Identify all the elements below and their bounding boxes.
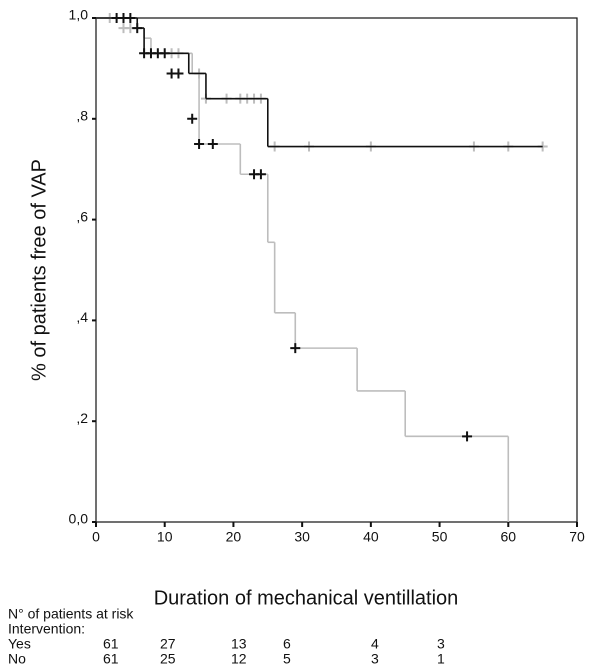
risk-title: N° of patients at risk (8, 606, 134, 622)
censor-mark (194, 139, 205, 149)
risk-value: 5 (283, 651, 291, 667)
x-tick-label: 30 (294, 529, 310, 545)
x-tick-label: 10 (157, 529, 173, 545)
x-tick-label: 20 (226, 529, 242, 545)
x-tick-label: 70 (569, 529, 585, 545)
risk-value: 4 (371, 636, 379, 652)
risk-value: 6 (283, 636, 291, 652)
censor-mark (255, 169, 266, 180)
censor-mark (462, 431, 473, 442)
y-axis-label: % of patients free of VAP (28, 159, 50, 381)
risk-value: 61 (103, 651, 119, 667)
risk-value: 27 (160, 636, 176, 652)
y-tick-label: ,4 (76, 309, 88, 325)
x-tick-label: 60 (500, 529, 516, 545)
risk-value: 25 (160, 651, 176, 667)
y-tick-label: ,2 (76, 410, 88, 426)
risk-value: 13 (231, 636, 247, 652)
y-tick-label: 1,0 (69, 7, 89, 23)
x-tick-label: 50 (432, 529, 448, 545)
risk-row-label: No (8, 651, 26, 667)
censor-mark (173, 68, 184, 79)
censor-mark (159, 48, 170, 59)
censor-mark (187, 113, 198, 124)
y-tick-label: ,8 (76, 108, 88, 124)
censor-mark (290, 343, 301, 354)
risk-row-label: Yes (8, 636, 31, 652)
risk-value: 3 (371, 651, 379, 667)
y-tick-label: 0,0 (69, 511, 89, 527)
risk-subtitle: Intervention: (8, 621, 85, 637)
plot-frame (95, 17, 578, 523)
risk-value: 12 (231, 651, 247, 667)
censor-mark (207, 139, 218, 149)
risk-value: 1 (437, 651, 445, 667)
x-tick-label: 40 (363, 529, 379, 545)
y-tick-label: ,6 (76, 208, 88, 224)
x-tick-label: 0 (92, 529, 100, 545)
risk-value: 61 (103, 636, 119, 652)
x-axis-label: Duration of mechanical ventillation (154, 587, 459, 609)
risk-value: 3 (437, 636, 445, 652)
censor-mark (132, 23, 143, 34)
censor-mark (125, 13, 136, 23)
